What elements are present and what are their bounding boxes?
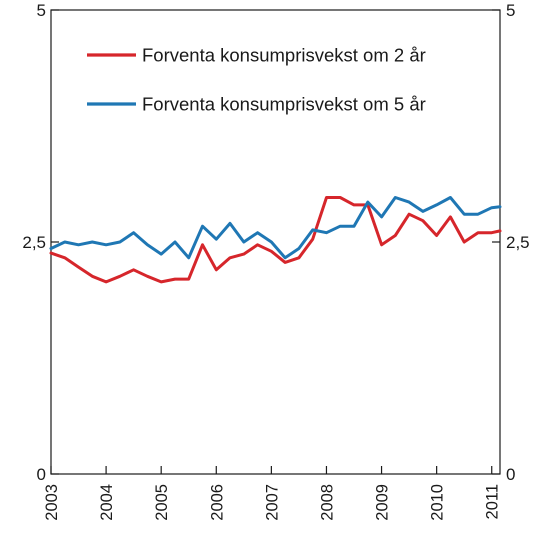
series-line-0: [49, 196, 502, 284]
y-tick-label-right: 2,5: [506, 233, 530, 252]
y-tick-label-left: 5: [37, 1, 46, 20]
x-tick-label: 2009: [374, 484, 392, 521]
y-tick-label-left: 0: [37, 465, 46, 484]
y-tick-label-right: 5: [506, 1, 515, 20]
y-tick-label-right: 0: [506, 465, 515, 484]
series-line-1: [49, 196, 502, 260]
x-tick-label: 2005: [153, 484, 171, 521]
legend-label-0: Forventa konsumprisvekst om 2 år: [142, 45, 426, 66]
series-lines: [49, 196, 502, 284]
x-tick-label: 2006: [208, 484, 226, 521]
y-tick-label-left: 2,5: [22, 233, 46, 252]
x-tick-label: 2010: [429, 484, 447, 521]
axis-ticks: 0 0 2,5 2,5 5 5 2003 2004 2005 2006 2007 2008 2009 20…: [22, 1, 529, 521]
x-tick-label: 2003: [43, 484, 61, 521]
x-tick-label: 2011: [484, 484, 502, 519]
x-tick-label: 2008: [318, 484, 336, 521]
x-tick-label: 2004: [98, 484, 116, 521]
legend-label-1: Forventa konsumprisvekst om 5 år: [142, 94, 426, 115]
legend: Forventa konsumprisvekst om 2 år Forventa…: [87, 45, 426, 115]
x-tick-label: 2007: [263, 484, 281, 521]
